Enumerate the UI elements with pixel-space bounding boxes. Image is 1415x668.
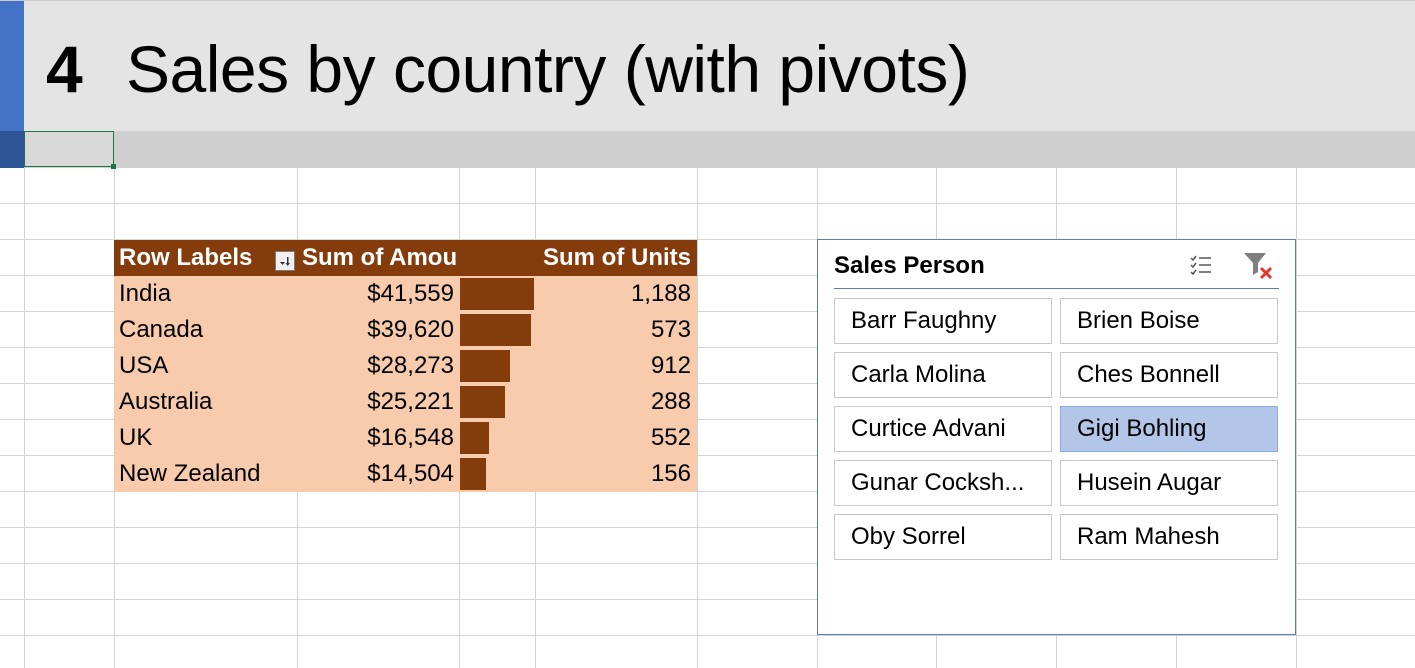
- clear-filter-icon[interactable]: [1242, 250, 1274, 280]
- gridline: [0, 635, 1415, 636]
- slicer-item[interactable]: Carla Molina: [834, 352, 1052, 398]
- gridline: [0, 347, 1415, 348]
- multi-select-icon[interactable]: [1188, 252, 1214, 278]
- units-value: 1,188: [630, 280, 691, 307]
- data-bar: [460, 422, 489, 454]
- units-value: 912: [650, 352, 691, 379]
- gridline: [0, 203, 1415, 204]
- slicer-item[interactable]: Oby Sorrel: [834, 514, 1052, 560]
- country-label: USA: [119, 352, 169, 379]
- pivot-row: New Zealand $14,504 156: [114, 456, 697, 492]
- pivot-row: Australia $25,221 288: [114, 384, 697, 420]
- sub-banner: [24, 131, 1415, 168]
- amount-value: $14,504: [367, 460, 454, 487]
- amount-value: $28,273: [367, 352, 454, 379]
- slicer-item[interactable]: Ches Bonnell: [1060, 352, 1278, 398]
- gridline: [0, 419, 1415, 420]
- units-value: 288: [650, 388, 691, 415]
- data-bar: [460, 278, 534, 310]
- banner-accent-lower: [0, 131, 24, 168]
- pivot-row: India $41,559 1,188: [114, 276, 697, 312]
- gridline: [1296, 168, 1297, 668]
- sales-person-slicer: Sales Person Barr Faughny Brien Boise Carl…: [817, 239, 1296, 635]
- gridline: [0, 491, 1415, 492]
- filter-dropdown-icon: [280, 257, 290, 266]
- slicer-item[interactable]: Gunar Cocksh...: [834, 460, 1052, 506]
- gridline: [697, 168, 698, 668]
- gridline: [0, 275, 1415, 276]
- slicer-divider: [834, 288, 1279, 289]
- gridline: [24, 168, 25, 668]
- header-row-labels: Row Labels: [119, 244, 253, 271]
- units-value: 573: [650, 316, 691, 343]
- country-label: New Zealand: [119, 460, 261, 487]
- pivot-row: USA $28,273 912: [114, 348, 697, 384]
- country-label: Australia: [119, 388, 213, 415]
- data-bar: [460, 386, 505, 418]
- gridline: [0, 239, 1415, 240]
- pivot-row: Canada $39,620 573: [114, 312, 697, 348]
- data-bar: [460, 314, 531, 346]
- slicer-item[interactable]: Ram Mahesh: [1060, 514, 1278, 560]
- gridline: [0, 527, 1415, 528]
- slicer-item[interactable]: Brien Boise: [1060, 298, 1278, 344]
- slicer-item[interactable]: Husein Augar: [1060, 460, 1278, 506]
- header-sum-of-units: Sum of Units: [543, 244, 691, 271]
- data-bar: [460, 350, 510, 382]
- units-value: 156: [650, 460, 691, 487]
- pivot-row: UK $16,548 552: [114, 420, 697, 456]
- country-label: Canada: [119, 316, 204, 343]
- gridline: [0, 455, 1415, 456]
- page-title: Sales by country (with pivots): [126, 32, 970, 106]
- selected-cell[interactable]: [24, 131, 116, 169]
- gridline: [0, 599, 1415, 600]
- pivot-header-row: Row Labels Sum of Amou Sum of Units: [114, 240, 697, 276]
- slicer-title: Sales Person: [834, 252, 985, 279]
- country-label: UK: [119, 424, 153, 451]
- slicer-item[interactable]: Curtice Advani: [834, 406, 1052, 452]
- slicer-item[interactable]: Barr Faughny: [834, 298, 1052, 344]
- header-sum-of-amount: Sum of Amou: [302, 244, 458, 271]
- amount-value: $25,221: [367, 388, 454, 415]
- gridline: [0, 311, 1415, 312]
- units-value: 552: [650, 424, 691, 451]
- country-label: India: [119, 280, 172, 307]
- slicer-item[interactable]: Gigi Bohling: [1060, 406, 1278, 452]
- pivot-table: Row Labels Sum of Amou Sum of Units Indi…: [114, 240, 697, 492]
- gridline: [0, 383, 1415, 384]
- row-labels-filter-button[interactable]: [275, 251, 295, 271]
- amount-value: $41,559: [367, 280, 454, 307]
- gridline: [0, 563, 1415, 564]
- section-number: 4: [46, 32, 83, 106]
- title-banner: 4 Sales by country (with pivots): [0, 0, 1415, 132]
- data-bar: [460, 458, 486, 490]
- banner-accent: [0, 1, 24, 132]
- amount-value: $39,620: [367, 316, 454, 343]
- amount-value: $16,548: [367, 424, 454, 451]
